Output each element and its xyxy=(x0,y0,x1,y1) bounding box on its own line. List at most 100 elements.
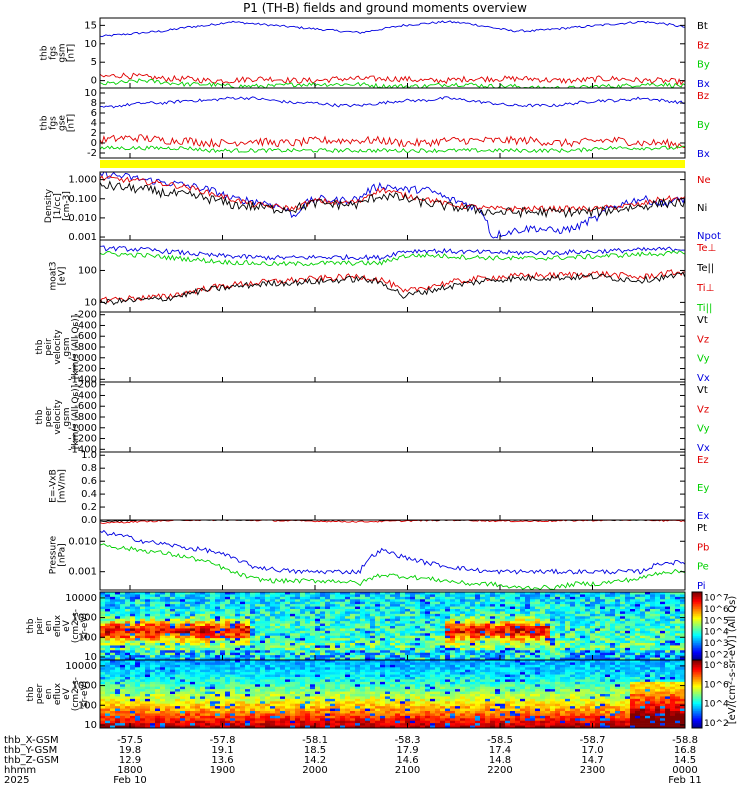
heatmap-cell xyxy=(240,647,246,651)
heatmap-cell xyxy=(615,647,621,651)
heatmap-cell xyxy=(305,703,311,707)
heatmap-cell xyxy=(405,618,411,622)
heatmap-cell xyxy=(555,628,561,632)
heatmap-cell xyxy=(150,660,156,663)
heatmap-cell xyxy=(485,647,491,651)
heatmap-cell xyxy=(350,677,356,680)
heatmap-cell xyxy=(270,630,276,634)
heatmap-cell xyxy=(185,599,191,603)
heatmap-cell xyxy=(140,694,146,697)
heatmap-cell xyxy=(455,652,461,656)
heatmap-cell xyxy=(400,630,406,634)
heatmap-cell xyxy=(430,604,436,607)
heatmap-cell xyxy=(270,599,276,603)
heatmap-cell xyxy=(445,630,451,634)
heatmap-cell xyxy=(300,594,306,598)
heatmap-cell xyxy=(260,616,266,620)
heatmap-cell xyxy=(135,660,141,663)
heatmap-cell xyxy=(305,720,311,724)
heatmap-cell xyxy=(105,647,111,651)
heatmap-cell xyxy=(640,655,646,658)
heatmap-cell xyxy=(100,643,106,646)
heatmap-cell xyxy=(235,681,241,685)
heatmap-cell xyxy=(195,667,201,671)
heatmap-cell xyxy=(230,630,236,634)
heatmap-cell xyxy=(350,662,356,666)
heatmap-cell xyxy=(145,703,151,707)
heatmap-cell xyxy=(220,638,226,641)
heatmap-cell xyxy=(215,618,221,622)
heatmap-cell xyxy=(615,601,621,605)
heatmap-cell xyxy=(430,643,436,646)
heatmap-cell xyxy=(300,679,306,683)
heatmap-cell xyxy=(130,674,136,678)
heatmap-cell xyxy=(475,594,481,598)
heatmap-cell xyxy=(290,667,296,671)
heatmap-cell xyxy=(660,635,666,639)
heatmap-cell xyxy=(400,592,406,595)
heatmap-cell xyxy=(670,596,676,600)
heatmap-cell xyxy=(390,628,396,632)
heatmap-cell xyxy=(220,706,226,709)
heatmap-cell xyxy=(295,635,301,639)
heatmap-cell xyxy=(170,626,176,629)
heatmap-cell xyxy=(180,645,186,649)
heatmap-cell xyxy=(130,701,136,705)
heatmap-cell xyxy=(195,686,201,690)
heatmap-cell xyxy=(120,633,126,637)
heatmap-cell xyxy=(585,626,591,629)
heatmap-cell xyxy=(220,669,226,673)
heatmap-cell xyxy=(250,606,256,610)
heatmap-cell xyxy=(300,686,306,690)
heatmap-cell xyxy=(645,609,651,612)
heatmap-cell xyxy=(105,623,111,627)
heatmap-cell xyxy=(475,635,481,639)
heatmap-cell xyxy=(230,599,236,603)
heatmap-cell xyxy=(295,667,301,671)
heatmap-cell xyxy=(245,718,251,722)
heatmap-cell xyxy=(395,621,401,624)
heatmap-cell xyxy=(395,618,401,622)
heatmap-cell xyxy=(230,650,236,654)
heatmap-cell xyxy=(680,652,686,656)
y-axis-label: gse xyxy=(58,115,68,131)
heatmap-cell xyxy=(405,606,411,610)
heatmap-cell xyxy=(230,604,236,607)
heatmap-cell xyxy=(205,689,211,692)
heatmap-cell xyxy=(405,626,411,629)
heatmap-cell xyxy=(400,655,406,658)
y-tick-label: 0.0 xyxy=(81,515,97,526)
heatmap-cell xyxy=(255,638,261,641)
heatmap-cell xyxy=(235,677,241,680)
heatmap-cell xyxy=(130,684,136,688)
heatmap-cell xyxy=(230,679,236,683)
heatmap-cell xyxy=(110,613,116,617)
heatmap-cell xyxy=(140,655,146,658)
heatmap-cell xyxy=(645,645,651,649)
heatmap-cell xyxy=(520,626,526,629)
heatmap-cell xyxy=(290,669,296,673)
heatmap-cell xyxy=(500,596,506,600)
heatmap-cell xyxy=(195,609,201,612)
heatmap-cell xyxy=(435,599,441,603)
heatmap-cell xyxy=(300,660,306,663)
heatmap-cell xyxy=(170,592,176,595)
heatmap-cell xyxy=(485,604,491,607)
heatmap-cell xyxy=(320,618,326,622)
heatmap-cell xyxy=(305,718,311,722)
heatmap-cell xyxy=(350,664,356,668)
heatmap-cell xyxy=(425,633,431,637)
heatmap-cell xyxy=(215,650,221,654)
heatmap-cell xyxy=(605,623,611,627)
heatmap-cell xyxy=(285,723,291,726)
heatmap-cell xyxy=(310,601,316,605)
heatmap-cell xyxy=(480,621,486,624)
heatmap-cell xyxy=(390,630,396,634)
heatmap-cell xyxy=(250,706,256,709)
heatmap-cell xyxy=(125,723,131,726)
heatmap-cell xyxy=(255,706,261,709)
heatmap-cell xyxy=(240,635,246,639)
heatmap-cell xyxy=(220,694,226,697)
heatmap-cell xyxy=(180,616,186,620)
